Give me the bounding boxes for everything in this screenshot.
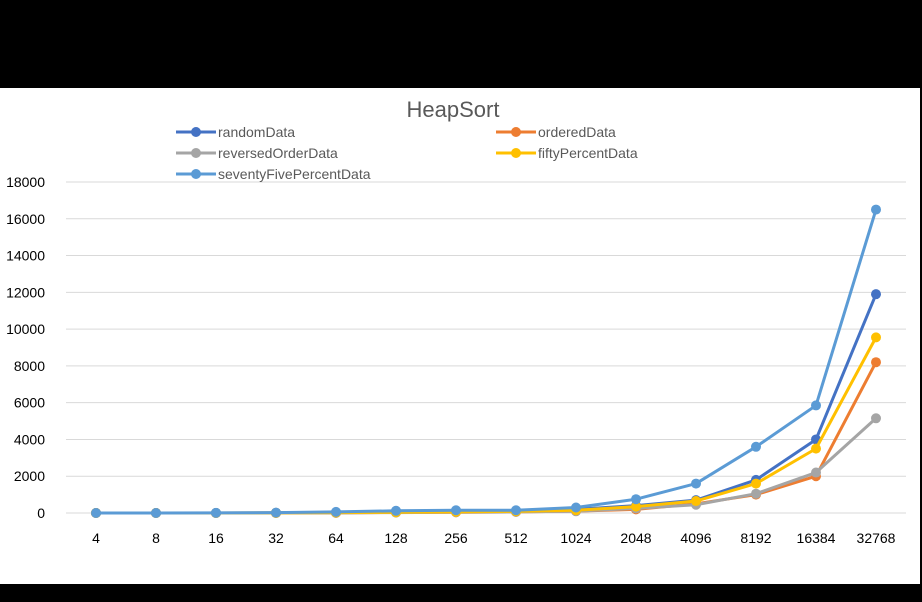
chart-title: HeapSort — [407, 97, 500, 122]
data-point — [871, 357, 881, 368]
x-tick-label: 16 — [208, 530, 224, 546]
data-point — [811, 400, 821, 411]
x-tick-label: 8 — [152, 530, 160, 546]
x-tick-label: 8192 — [740, 530, 771, 546]
data-point — [811, 467, 821, 478]
series-group — [91, 204, 881, 518]
y-tick-label: 2000 — [14, 468, 45, 484]
x-tick-label: 128 — [384, 530, 408, 546]
data-point — [691, 496, 701, 507]
legend-label: randomData — [218, 124, 295, 140]
data-point — [871, 289, 881, 300]
data-point — [871, 204, 881, 215]
data-point — [211, 507, 221, 518]
x-tick-label: 1024 — [560, 530, 591, 546]
legend-label: fiftyPercentData — [538, 145, 638, 161]
x-tick-label: 32768 — [857, 530, 896, 546]
legend-label: reversedOrderData — [218, 145, 338, 161]
series-seventyFivePercentData — [91, 204, 881, 518]
series-randomData — [91, 289, 881, 518]
legend-item: randomData — [176, 124, 295, 140]
legend-swatch-marker — [191, 169, 201, 179]
x-tick-label: 2048 — [620, 530, 651, 546]
legend-item: orderedData — [496, 124, 616, 140]
x-axis-ticks: 4 8 16 32 64 128 256 512 1024 2048 4096 8192 16384 32… — [92, 530, 896, 546]
data-point — [751, 488, 761, 499]
data-point — [631, 501, 641, 512]
legend-label: seventyFivePercentData — [218, 166, 371, 182]
x-tick-label: 512 — [504, 530, 528, 546]
x-tick-label: 16384 — [797, 530, 836, 546]
data-point — [511, 505, 521, 516]
data-point — [751, 478, 761, 489]
y-tick-label: 14000 — [6, 248, 45, 264]
legend-swatch-marker — [511, 148, 521, 158]
line-chart: HeapSort 0 2000 4000 6000 8000 10000 12000 1400… — [6, 97, 906, 546]
data-point — [391, 505, 401, 516]
legend-swatch-marker — [191, 148, 201, 158]
data-point — [451, 505, 461, 516]
data-point — [91, 508, 101, 518]
y-tick-label: 10000 — [6, 321, 45, 337]
data-point — [571, 502, 581, 513]
y-tick-label: 12000 — [6, 284, 45, 300]
data-point — [871, 332, 881, 343]
y-tick-label: 18000 — [6, 174, 45, 190]
data-point — [691, 478, 701, 489]
data-point — [871, 413, 881, 424]
legend-label: orderedData — [538, 124, 616, 140]
legend-item: fiftyPercentData — [496, 145, 638, 161]
legend: randomData orderedData reversedOrderData fi… — [176, 124, 638, 182]
y-tick-label: 4000 — [14, 431, 45, 447]
data-point — [331, 506, 341, 517]
y-tick-label: 16000 — [6, 211, 45, 227]
y-axis-ticks: 0 2000 4000 6000 8000 10000 12000 14000 16000 180… — [6, 174, 45, 521]
legend-swatch-marker — [511, 127, 521, 137]
x-tick-label: 256 — [444, 530, 468, 546]
legend-swatch-marker — [191, 127, 201, 137]
chart-panel: HeapSort 0 2000 4000 6000 8000 10000 12000 1400… — [0, 88, 920, 584]
x-tick-label: 4096 — [680, 530, 711, 546]
y-tick-label: 0 — [37, 505, 45, 521]
y-tick-label: 8000 — [14, 358, 45, 374]
data-point — [811, 443, 821, 454]
y-tick-label: 6000 — [14, 395, 45, 411]
grid — [66, 181, 906, 514]
legend-item: seventyFivePercentData — [176, 166, 371, 182]
x-tick-label: 32 — [268, 530, 284, 546]
series-line — [96, 417, 878, 515]
legend-item: reversedOrderData — [176, 145, 338, 161]
series-line — [96, 209, 878, 515]
data-point — [631, 494, 641, 505]
x-tick-label: 4 — [92, 530, 100, 546]
data-point — [271, 507, 281, 518]
data-point — [751, 441, 761, 452]
series-orderedData — [91, 357, 881, 518]
data-point — [151, 508, 161, 518]
series-reversedOrderData — [91, 413, 881, 518]
x-tick-label: 64 — [328, 530, 344, 546]
